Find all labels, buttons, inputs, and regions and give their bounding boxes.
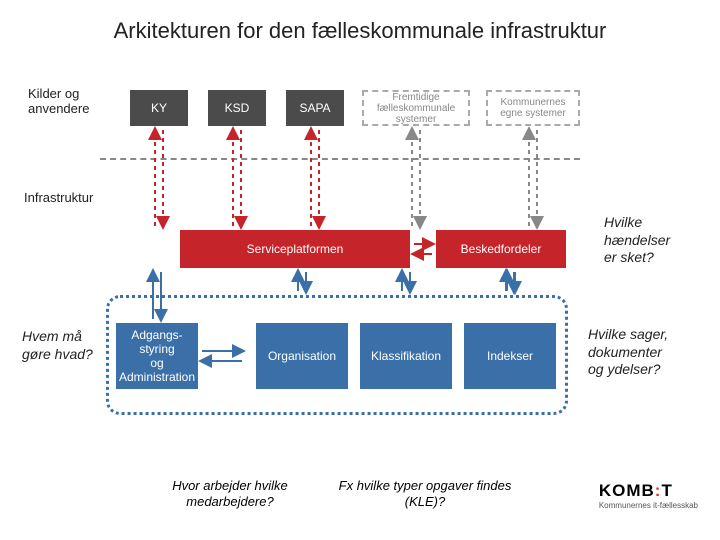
box-beskedfordeler: Beskedfordeler	[436, 230, 566, 268]
dashline	[100, 158, 580, 160]
box-ksd: KSD	[208, 90, 266, 126]
box-kommune: Kommunernes egne systemer	[486, 90, 580, 126]
annot-sager: Hvilke sager, dokumenter og ydelser?	[588, 326, 668, 379]
box-sapa: SAPA	[286, 90, 344, 126]
logo-subtext: Kommunernes it-fællesskab	[599, 501, 698, 510]
annot-hvem: Hvem må gøre hvad?	[22, 328, 93, 363]
box-klass: Klassifikation	[360, 323, 452, 389]
annot-haendelser: Hvilke hændelser er sket?	[604, 214, 670, 267]
arrows-layer	[0, 0, 720, 540]
logo: KOMB:T Kommunernes it-fællesskab	[599, 481, 698, 510]
box-ky: KY	[130, 90, 188, 126]
box-organisation: Organisation	[256, 323, 348, 389]
box-serviceplatformen: Serviceplatformen	[180, 230, 410, 268]
page-title: Arkitekturen for den fælleskommunale inf…	[0, 18, 720, 44]
annot-hvor: Hvor arbejder hvilke medarbejdere?	[140, 478, 320, 511]
annot-fx: Fx hvilke typer opgaver findes (KLE)?	[330, 478, 520, 511]
box-frem: Fremtidige fælleskommunale systemer	[362, 90, 470, 126]
box-adgang: Adgangs- styring og Administration	[116, 323, 198, 389]
label-kilder: Kilder og anvendere	[28, 86, 89, 116]
label-infra: Infrastruktur	[24, 190, 93, 205]
box-indekser: Indekser	[464, 323, 556, 389]
